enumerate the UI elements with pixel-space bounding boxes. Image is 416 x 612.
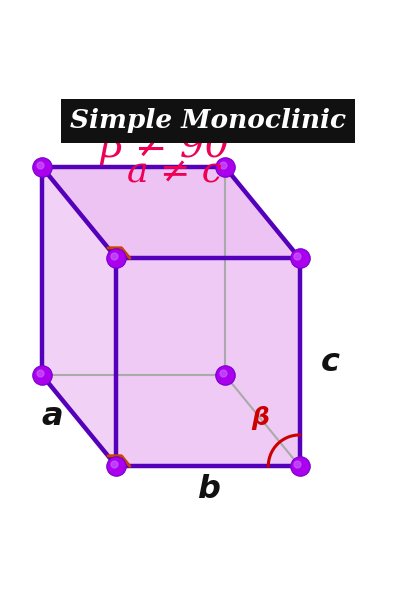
Text: a: a bbox=[41, 401, 63, 431]
Polygon shape bbox=[42, 166, 116, 466]
Text: a ≠ c: a ≠ c bbox=[127, 156, 222, 190]
Text: Simple Monoclinic: Simple Monoclinic bbox=[70, 108, 346, 133]
Text: c: c bbox=[321, 346, 340, 378]
Text: β ≠ 90°: β ≠ 90° bbox=[100, 127, 249, 165]
Text: b: b bbox=[197, 474, 219, 504]
Polygon shape bbox=[116, 258, 300, 466]
Polygon shape bbox=[42, 166, 300, 258]
Text: β: β bbox=[251, 406, 269, 430]
